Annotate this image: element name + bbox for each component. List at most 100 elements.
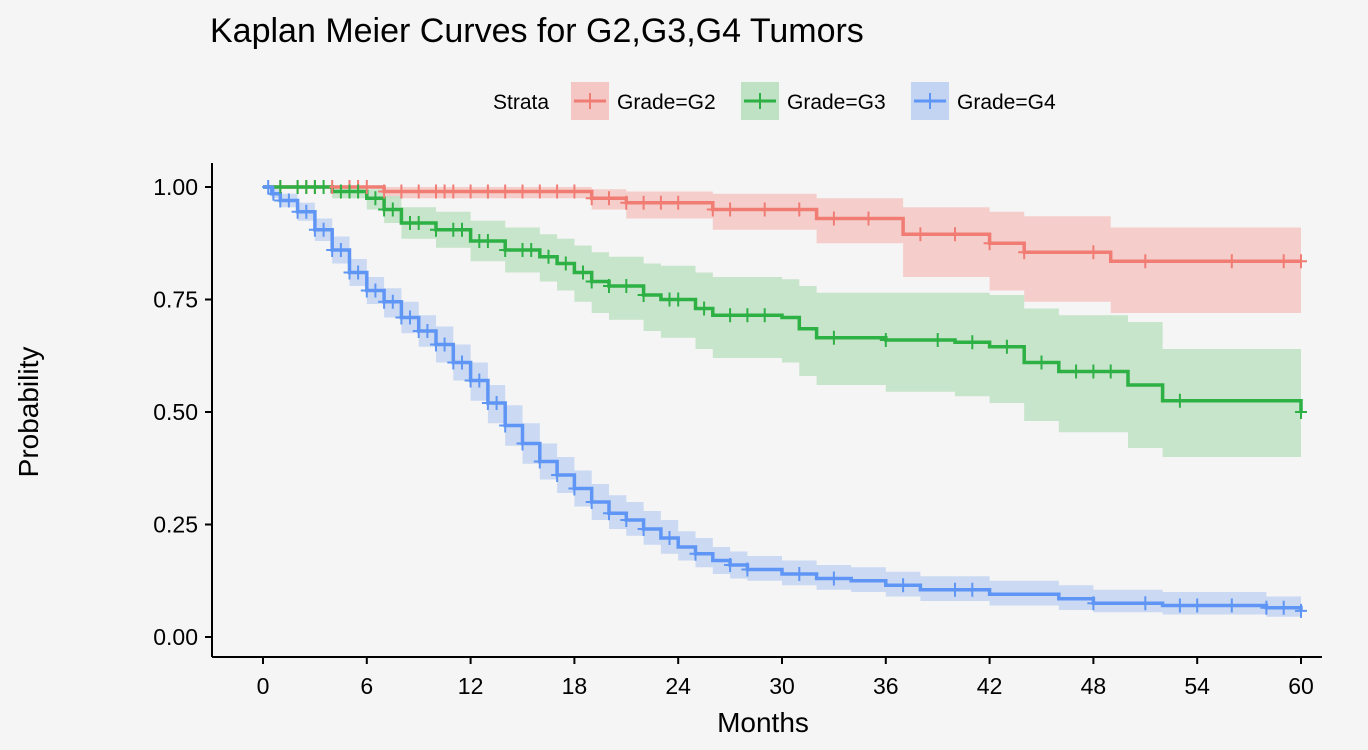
- censor-mark: [914, 227, 927, 242]
- censor-mark: [603, 506, 615, 521]
- x-tick-label: 18: [562, 673, 588, 699]
- censor-mark: [620, 279, 633, 293]
- censor-mark: [456, 355, 468, 370]
- censor-mark: [334, 243, 347, 257]
- axes: 0 6 12 18 24 30 36 42 48 54 60 0.00 0.25 0.50 0.75 1.00: [153, 163, 1322, 699]
- censor-mark: [672, 292, 685, 307]
- censor-mark: [267, 186, 280, 201]
- censor-mark: [1139, 254, 1152, 269]
- censor-mark: [447, 184, 460, 199]
- censor-mark: [1018, 245, 1031, 260]
- censor-mark: [897, 578, 910, 593]
- censor-mark: [724, 308, 737, 323]
- censor-mark: [559, 256, 572, 271]
- censor-mark: [412, 216, 425, 230]
- censor-mark: [568, 481, 581, 496]
- x-tick-label: 60: [1288, 673, 1314, 699]
- censor-mark: [603, 191, 615, 206]
- band-1: [263, 187, 1301, 469]
- y-axis-title: Probability: [13, 347, 44, 478]
- censor-mark: [793, 202, 806, 217]
- censor-mark: [499, 243, 512, 257]
- censor-mark: [1191, 598, 1204, 613]
- censor-mark: [931, 333, 944, 347]
- confidence-bands: [263, 187, 1301, 620]
- censor-mark: [949, 582, 961, 597]
- censor-mark: [1277, 254, 1290, 269]
- censor-mark: [585, 191, 598, 206]
- censor-mark: [637, 522, 650, 536]
- censor-mark: [430, 222, 442, 237]
- censor-mark: [262, 180, 275, 194]
- censor-mark: [620, 195, 633, 210]
- legend-title: Strata: [493, 91, 549, 114]
- censor-mark: [966, 582, 979, 597]
- legend-label: Grade=G4: [957, 91, 1056, 114]
- x-tick-label: 42: [977, 673, 1003, 699]
- censor-mark: [1087, 364, 1100, 379]
- censor-mark: [637, 195, 650, 210]
- censor-mark: [949, 227, 961, 242]
- censor-mark: [603, 279, 615, 293]
- censor-mark: [862, 211, 875, 226]
- censor-mark: [758, 202, 771, 217]
- censor-marks: [262, 180, 1307, 618]
- censor-mark: [525, 243, 538, 257]
- censor-mark: [300, 204, 313, 219]
- censor-mark: [412, 184, 425, 199]
- censor-mark: [1173, 393, 1186, 408]
- censor-mark: [1104, 364, 1117, 379]
- x-tick-label: 54: [1184, 673, 1210, 699]
- censor-mark: [879, 333, 892, 347]
- censor-mark: [551, 184, 564, 199]
- censor-mark: [317, 180, 330, 194]
- y-tick-label: 1.00: [153, 174, 198, 200]
- censor-mark: [724, 202, 737, 217]
- censor-mark: [551, 468, 564, 482]
- censor-mark: [516, 184, 529, 199]
- y-tick-label: 0.50: [153, 399, 198, 425]
- censor-mark: [282, 193, 295, 208]
- censor-mark: [568, 184, 581, 199]
- x-tick-label: 36: [873, 673, 899, 699]
- censor-mark: [352, 184, 365, 199]
- censor-mark: [481, 184, 494, 199]
- censor-mark: [386, 202, 399, 217]
- censor-mark: [533, 454, 546, 469]
- censor-mark: [724, 558, 737, 572]
- censor-mark: [741, 562, 754, 577]
- x-axis-title: Months: [717, 707, 809, 738]
- censor-mark: [481, 234, 494, 248]
- censor-mark: [758, 308, 771, 323]
- censor-mark: [499, 184, 512, 199]
- censor-mark: [698, 301, 711, 316]
- censor-mark: [672, 195, 685, 210]
- censor-mark: [1173, 598, 1186, 613]
- censor-mark: [585, 274, 598, 289]
- x-tick-label: 12: [458, 673, 484, 699]
- y-tick-label: 0.25: [153, 512, 198, 538]
- censor-mark: [577, 265, 589, 280]
- censor-mark: [983, 236, 996, 251]
- censor-mark: [1087, 245, 1100, 260]
- censor-mark: [542, 249, 555, 264]
- censor-mark: [1000, 339, 1013, 354]
- legend: Strata Grade=G2 Grade=G3 Grade=G4: [493, 82, 1056, 120]
- censor-mark: [827, 571, 840, 586]
- censor-mark: [464, 184, 477, 199]
- censor-mark: [741, 308, 754, 323]
- censor-mark: [473, 373, 486, 388]
- censor-mark: [1260, 600, 1273, 615]
- censor-mark: [689, 546, 702, 561]
- censor-mark: [1295, 405, 1307, 419]
- censor-mark: [404, 310, 416, 325]
- censor-mark: [274, 180, 287, 194]
- censor-mark: [637, 288, 650, 302]
- censor-mark: [369, 283, 382, 298]
- x-tick-label: 24: [665, 673, 691, 699]
- x-tick-label: 48: [1081, 673, 1107, 699]
- censor-mark: [516, 436, 529, 451]
- censor-mark: [620, 513, 633, 527]
- censor-mark: [490, 396, 503, 410]
